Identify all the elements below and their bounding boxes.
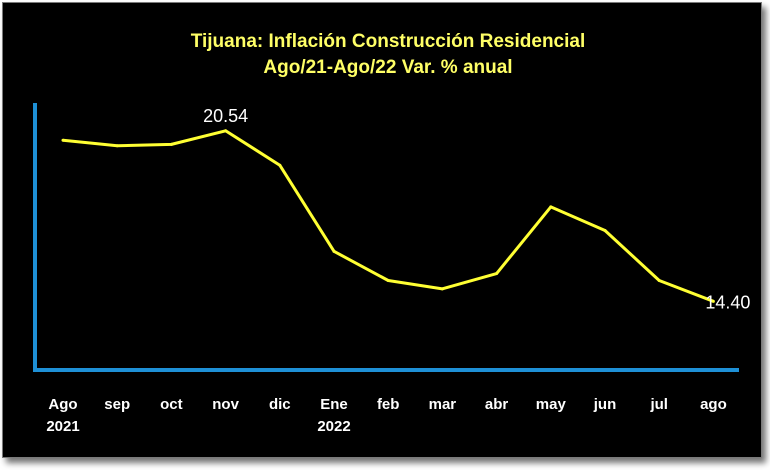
line-chart: Tijuana: Inflación Construcción Residenc… [33, 31, 750, 435]
chart-subtitle: Ago/21-Ago/22 Var. % anual [263, 57, 512, 78]
x-tick-label: Ago 2021 [46, 396, 79, 435]
x-tick-label: jul [649, 396, 668, 413]
x-tick-label-line: nov [212, 396, 239, 413]
x-tick-label-line: jun [593, 396, 617, 413]
x-tick-label-line: mar [429, 396, 457, 413]
x-tick-label: nov [212, 396, 239, 413]
x-tick-label: oct [160, 396, 183, 413]
data-point [495, 272, 499, 276]
x-tick-label-line: feb [377, 396, 400, 413]
x-tick-label-line: jul [649, 396, 668, 413]
data-labels: 20.54 14.40 [203, 106, 750, 313]
x-tick-label: abr [485, 396, 509, 413]
x-tick-label-line: Ago [48, 396, 77, 413]
x-tick-label-line: ago [700, 396, 727, 413]
series-group [61, 129, 715, 303]
x-tick-label-line: dic [269, 396, 291, 413]
data-point [332, 249, 336, 253]
data-point [711, 299, 715, 303]
data-point [224, 129, 228, 133]
data-point [278, 163, 282, 167]
x-tick-label: dic [269, 396, 291, 413]
x-tick-label: mar [429, 396, 457, 413]
x-tick-label-line: Ene [320, 396, 348, 413]
x-tick-label-line: 2021 [46, 418, 79, 435]
x-tick-label: sep [104, 396, 130, 413]
x-tick-label-line: sep [104, 396, 130, 413]
x-tick-label: ago [700, 396, 727, 413]
x-tick-label-line: abr [485, 396, 509, 413]
series-line [62, 129, 714, 303]
data-point [603, 229, 607, 232]
data-point [61, 138, 65, 142]
data-point [115, 144, 119, 148]
data-point [386, 279, 390, 282]
x-tick-labels: Ago 2021 sep oct nov dic Ene 2022 feb mar abr may ju… [46, 396, 726, 435]
data-point [657, 279, 661, 282]
x-tick-label: feb [377, 396, 400, 413]
data-point [169, 142, 173, 146]
x-tick-label: may [536, 396, 567, 413]
x-tick-label: Ene 2022 [317, 396, 350, 435]
data-label: 14.40 [705, 292, 750, 312]
data-point [440, 287, 444, 291]
axes [33, 103, 739, 372]
x-tick-label-line: 2022 [317, 418, 350, 435]
x-tick-label-line: may [536, 396, 567, 413]
chart-container: Tijuana: Inflación Construcción Residenc… [2, 2, 762, 458]
x-tick-label-line: oct [160, 396, 183, 413]
data-label: 20.54 [203, 106, 248, 126]
chart-title: Tijuana: Inflación Construcción Residenc… [191, 31, 586, 52]
data-point [549, 205, 553, 209]
x-tick-label: jun [593, 396, 617, 413]
